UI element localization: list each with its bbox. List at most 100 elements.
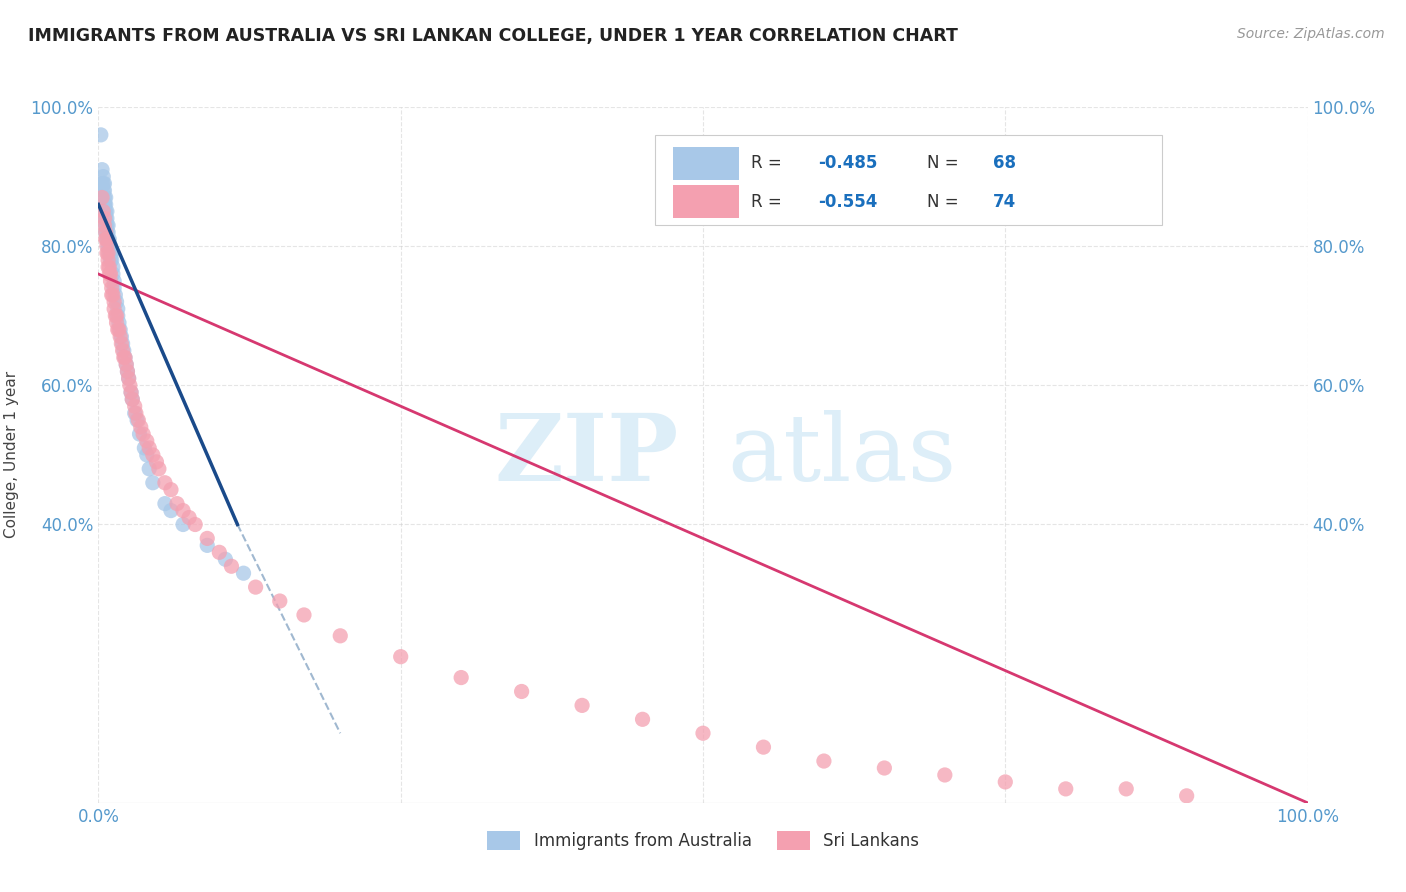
Point (93, 184, 115, 198)
Point (98, 239, 121, 253)
Point (110, 336, 132, 351)
Point (103, 274, 125, 288)
Point (172, 517, 194, 532)
Point (110, 329, 132, 343)
Point (93, 219, 115, 233)
Point (132, 427, 155, 442)
Point (208, 545, 231, 559)
Point (90, 128, 112, 142)
Point (108, 323, 131, 337)
Point (232, 566, 254, 581)
Point (105, 294, 128, 309)
Point (121, 392, 143, 407)
Point (117, 364, 139, 378)
Point (94, 232, 117, 246)
Point (91, 162, 114, 177)
Point (1175, 789, 1198, 803)
Point (124, 399, 146, 413)
Point (98, 260, 121, 274)
Point (118, 371, 141, 385)
Point (873, 761, 896, 775)
Point (103, 281, 125, 295)
Point (96, 232, 118, 246)
Point (153, 475, 176, 490)
Point (93, 197, 115, 211)
Point (172, 503, 194, 517)
Point (98, 267, 121, 281)
Point (97, 253, 120, 268)
Text: 74: 74 (993, 193, 1017, 211)
Bar (655, 135, 1163, 226)
Point (94, 225, 117, 239)
Point (112, 351, 135, 365)
Point (94, 211, 117, 226)
Point (510, 684, 533, 698)
Point (98, 232, 121, 246)
Point (145, 455, 167, 469)
Point (111, 336, 134, 351)
Point (214, 552, 236, 566)
Point (135, 434, 157, 448)
Point (115, 358, 138, 372)
Point (179, 510, 201, 524)
Text: 68: 68 (993, 154, 1017, 172)
Point (100, 246, 122, 260)
Point (91, 177, 114, 191)
Point (120, 385, 142, 400)
Point (100, 253, 122, 268)
Point (105, 316, 128, 330)
Point (114, 351, 136, 365)
Point (97, 219, 120, 233)
Point (103, 294, 125, 309)
Point (117, 364, 139, 378)
Point (93, 197, 115, 211)
Point (571, 698, 593, 713)
Point (108, 323, 131, 337)
Point (96, 232, 118, 246)
Point (94, 197, 117, 211)
Point (135, 448, 157, 462)
Point (138, 462, 160, 476)
Point (124, 406, 146, 420)
Point (96, 219, 118, 233)
Text: IMMIGRANTS FROM AUSTRALIA VS SRI LANKAN COLLEGE, UNDER 1 YEAR CORRELATION CHART: IMMIGRANTS FROM AUSTRALIA VS SRI LANKAN … (28, 27, 957, 45)
Point (97, 232, 120, 246)
Point (100, 253, 122, 268)
Point (111, 343, 134, 358)
Point (100, 246, 122, 260)
Text: Source: ZipAtlas.com: Source: ZipAtlas.com (1237, 27, 1385, 41)
Point (94, 204, 117, 219)
Point (107, 323, 129, 337)
Point (104, 288, 127, 302)
Point (96, 204, 118, 219)
Point (153, 497, 176, 511)
Point (450, 671, 472, 685)
Point (91, 204, 114, 219)
Point (96, 246, 118, 260)
Point (125, 406, 148, 420)
Point (100, 281, 122, 295)
Point (127, 413, 149, 427)
Text: R =: R = (751, 154, 787, 172)
Point (91, 177, 114, 191)
Point (97, 246, 120, 260)
Point (134, 441, 156, 455)
Text: -0.485: -0.485 (818, 154, 877, 172)
Point (195, 532, 218, 546)
Point (184, 517, 207, 532)
Point (96, 211, 118, 226)
Text: N =: N = (927, 154, 963, 172)
Point (96, 239, 118, 253)
Point (118, 378, 141, 392)
Point (97, 225, 120, 239)
Point (103, 301, 125, 316)
Point (128, 427, 150, 442)
Point (94, 190, 117, 204)
Point (108, 316, 131, 330)
Point (108, 329, 131, 343)
Text: N =: N = (927, 193, 963, 211)
Point (101, 267, 124, 281)
Point (100, 239, 122, 253)
Point (94, 219, 117, 233)
Point (91, 184, 114, 198)
